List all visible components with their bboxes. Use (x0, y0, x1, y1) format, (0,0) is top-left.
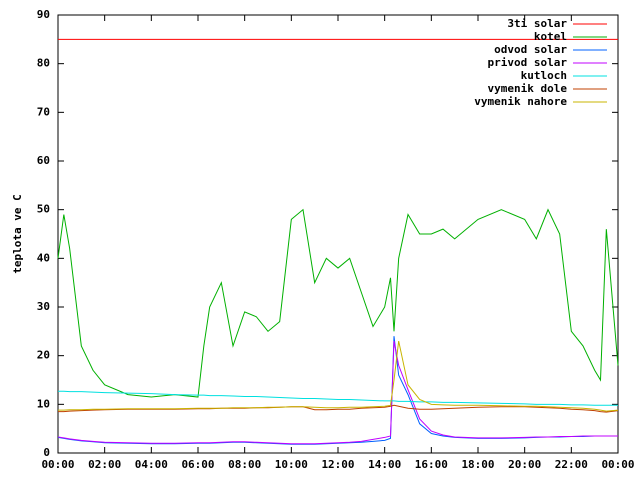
legend-label: vymenik dole (488, 82, 568, 95)
x-tick-label: 20:00 (508, 458, 541, 471)
x-tick-label: 00:00 (601, 458, 634, 471)
series-line (57, 340, 618, 445)
x-tick-label: 08:00 (228, 458, 261, 471)
y-tick-label: 40 (37, 251, 50, 264)
y-tick-label: 50 (37, 203, 50, 216)
x-tick-label: 02:00 (88, 458, 121, 471)
legend-label: kutloch (521, 69, 567, 82)
y-tick-label: 70 (37, 105, 50, 118)
legend-label: odvod solar (494, 43, 567, 56)
x-tick-label: 06:00 (181, 458, 214, 471)
legend-label: kotel (534, 30, 567, 43)
legend-label: privod solar (488, 56, 568, 69)
x-tick-label: 04:00 (135, 458, 168, 471)
x-tick-label: 00:00 (41, 458, 74, 471)
y-tick-label: 20 (37, 349, 50, 362)
legend-label: 3ti solar (507, 17, 567, 30)
x-tick-label: 16:00 (415, 458, 448, 471)
y-tick-label: 10 (37, 397, 50, 410)
x-tick-label: 14:00 (368, 458, 401, 471)
y-tick-label: 90 (37, 8, 50, 21)
y-tick-label: 0 (43, 446, 50, 459)
series-line (57, 208, 619, 398)
x-tick-label: 12:00 (321, 458, 354, 471)
y-axis-label: teplota ve C (11, 194, 24, 273)
y-tick-label: 80 (37, 57, 50, 70)
x-tick-label: 10:00 (275, 458, 308, 471)
legend-label: vymenik nahore (474, 95, 567, 108)
series-line (58, 340, 619, 412)
y-tick-label: 30 (37, 300, 50, 313)
x-tick-label: 18:00 (461, 458, 494, 471)
series-line (58, 390, 618, 406)
x-tick-label: 22:00 (555, 458, 588, 471)
series-line (57, 336, 618, 445)
y-tick-label: 60 (37, 154, 50, 167)
